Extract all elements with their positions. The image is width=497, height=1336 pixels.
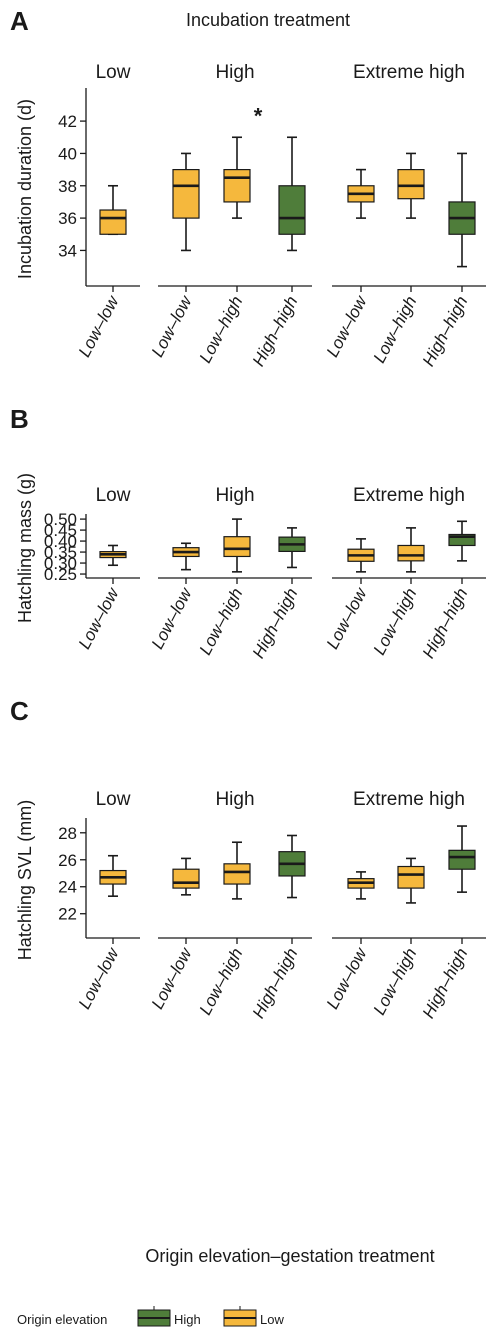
x-category-label: High–high: [419, 293, 472, 370]
y-tick-label: 0.35: [44, 543, 77, 562]
box-low: Low–high: [196, 841, 251, 1018]
group-label: Extreme high: [353, 62, 465, 83]
y-tick-label: 40: [58, 144, 77, 163]
x-category-label: High–high: [419, 585, 472, 662]
legend-label: Low: [260, 1312, 284, 1327]
legend-title: Origin elevation: [17, 1312, 107, 1327]
box-high: High–high: [249, 136, 306, 370]
y-tick-label: 0.45: [44, 521, 77, 540]
group-label: High: [215, 485, 254, 506]
box-low: Low–low: [75, 854, 127, 1012]
box-low: Low–low: [148, 542, 200, 652]
y-tick-label: 36: [58, 209, 77, 228]
x-category-label: Low–low: [323, 943, 372, 1012]
box-high: High–high: [419, 825, 476, 1022]
x-category-label: Low–high: [196, 293, 247, 366]
box-high: High–high: [419, 152, 476, 370]
group-label: Low: [96, 62, 131, 83]
box-low: Low–high: [370, 527, 425, 658]
box-high: High–high: [419, 520, 476, 662]
group-label: Extreme high: [353, 485, 465, 506]
box-low: Low–low: [323, 871, 375, 1012]
x-category-label: Low–low: [75, 291, 124, 360]
x-category-label: Low–low: [323, 291, 372, 360]
box-low: Low–low: [323, 168, 375, 360]
group-label: Low: [96, 789, 131, 810]
x-category-label: Low–low: [75, 943, 124, 1012]
x-category-label: High–high: [249, 293, 302, 370]
x-category-label: Low–low: [148, 583, 197, 652]
box-iqr: [223, 536, 251, 558]
box-low: Low–low: [323, 538, 375, 652]
panel-c: C 22 24 26 28 Hatchling SVL (mm) Low Low–low Hig…: [10, 696, 486, 1021]
panel-letter: A: [10, 6, 29, 36]
group-label: Extreme high: [353, 789, 465, 810]
group-label: High: [215, 789, 254, 810]
x-category-label: Low–low: [75, 583, 124, 652]
y-tick-label: 28: [58, 824, 77, 843]
y-tick-label: 38: [58, 177, 77, 196]
box-iqr: [448, 533, 476, 547]
box-low: Low–high: [196, 518, 251, 658]
y-axis-label: Hatchling SVL (mm): [15, 800, 35, 960]
box-iqr: [223, 169, 251, 203]
y-tick-label: 22: [58, 905, 77, 924]
box-iqr: [397, 169, 425, 200]
box-iqr: [223, 863, 251, 885]
legend-swatches: High Low: [137, 1306, 284, 1327]
legend-item-low: Low: [223, 1306, 284, 1327]
x-category-label: High–high: [249, 585, 302, 662]
y-tick-label: 0.30: [44, 554, 77, 573]
box-high: High–high: [249, 527, 306, 662]
panel-b: B 0.250.300.350.400.450.50 Hatchling mass …: [10, 404, 486, 661]
x-category-label: Low–high: [370, 293, 421, 366]
x-axis-title: Origin elevation–gestation treatment: [145, 1246, 434, 1266]
panel-a: A Incubation treatment 34 36 38 40 42 Incubatio…: [10, 6, 486, 369]
box-iqr: [278, 185, 306, 235]
x-category-label: High–high: [419, 945, 472, 1022]
x-category-label: Low–low: [148, 291, 197, 360]
x-category-label: Low–high: [370, 585, 421, 658]
x-category-label: Low–high: [370, 945, 421, 1018]
box-high: High–high: [249, 834, 306, 1022]
box-low: Low–low: [75, 184, 127, 360]
panel-letter: B: [10, 404, 29, 434]
x-category-label: Low–low: [148, 943, 197, 1012]
box-iqr: [397, 544, 425, 562]
legend-label: High: [174, 1312, 201, 1327]
group-label: Low: [96, 485, 131, 506]
box-low: Low–low: [75, 544, 127, 652]
panel-title: Incubation treatment: [186, 10, 350, 30]
y-tick-label: 0.25: [44, 565, 77, 584]
y-tick-label: 24: [58, 878, 77, 897]
box-iqr: [448, 849, 476, 870]
box-iqr: [397, 865, 425, 889]
panels: A Incubation treatment 34 36 38 40 42 Incubatio…: [10, 6, 486, 1021]
x-category-label: High–high: [249, 945, 302, 1022]
group-label: High: [215, 62, 254, 83]
panel-letter: C: [10, 696, 29, 726]
y-tick-label: 0.50: [44, 510, 77, 529]
box-low: Low–low: [148, 857, 200, 1012]
box-low: Low–high: [370, 152, 425, 366]
box-iqr: [172, 169, 200, 219]
y-tick-label: 26: [58, 851, 77, 870]
y-tick-label: 34: [58, 241, 77, 260]
box-low: Low–low: [148, 152, 200, 360]
y-tick-label: 0.40: [44, 532, 77, 551]
legend-item-high: High: [137, 1306, 201, 1327]
significance-marker: *: [254, 103, 263, 128]
x-category-label: Low–high: [196, 945, 247, 1018]
y-tick-label: 42: [58, 112, 77, 131]
box-low: * Low–high: [196, 103, 263, 366]
box-iqr: [172, 868, 200, 889]
legend: Origin elevation High Low: [17, 1306, 284, 1327]
x-category-label: Low–low: [323, 583, 372, 652]
box-iqr: [99, 209, 127, 235]
y-axis-label: Incubation duration (d): [15, 99, 35, 279]
x-category-label: Low–high: [196, 585, 247, 658]
y-axis-label: Hatchling mass (g): [15, 473, 35, 623]
